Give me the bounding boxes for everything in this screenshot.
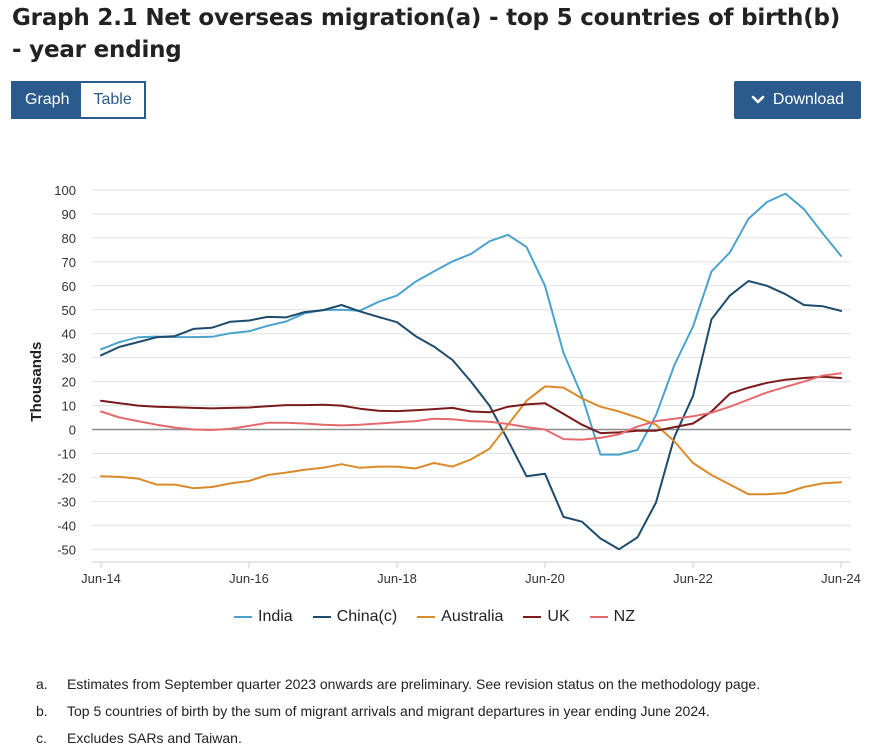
footnote-letter: b. (36, 702, 48, 719)
footnotes: a. Estimates from September quarter 2023… (36, 670, 760, 751)
legend-swatch (234, 616, 252, 618)
chart-legend: India China(c) Australia UK NZ (0, 608, 869, 626)
y-tick-label: 90 (62, 207, 76, 222)
footnote-text: Excludes SARs and Taiwan. (67, 729, 242, 746)
download-button[interactable]: Download (734, 81, 861, 119)
legend-item-india[interactable]: India (234, 608, 293, 626)
y-tick-label: 80 (62, 231, 76, 246)
line-chart: 1009080706050403020100-10-20-30-40-50Jun… (28, 183, 861, 586)
x-tick-label: Jun-16 (229, 571, 269, 586)
series-line-nz (100, 372, 842, 441)
series-line-china-c (100, 280, 842, 551)
legend-item-china[interactable]: China(c) (312, 608, 398, 626)
footnote-b: b. Top 5 countries of birth by the sum o… (36, 697, 760, 724)
y-tick-label: 50 (62, 303, 76, 318)
page-title: Graph 2.1 Net overseas migration(a) - to… (12, 5, 841, 63)
y-tick-label: 0 (69, 423, 76, 438)
legend-label: India (258, 608, 293, 625)
y-tick-label: 10 (62, 399, 76, 414)
legend-swatch (312, 616, 331, 618)
y-tick-label: 60 (62, 279, 76, 294)
y-axis-title: Thousands (28, 342, 45, 422)
y-tick-label: -40 (57, 518, 76, 533)
y-tick-label: -30 (57, 494, 76, 509)
chevron-down-icon (751, 95, 765, 104)
footnote-a: a. Estimates from September quarter 2023… (36, 670, 760, 697)
download-label: Download (772, 91, 845, 108)
y-tick-label: -20 (57, 470, 76, 485)
view-tabs: Graph Table (11, 81, 146, 119)
series-line-uk (100, 375, 842, 435)
legend-label: China(c) (336, 608, 398, 625)
legend-item-australia[interactable]: Australia (417, 608, 503, 626)
series-line-australia (100, 385, 842, 496)
footnote-letter: c. (36, 729, 47, 746)
legend-swatch (417, 616, 436, 618)
legend-label: UK (547, 608, 570, 625)
footnote-text: Estimates from September quarter 2023 on… (67, 675, 761, 692)
y-tick-label: 100 (54, 183, 76, 198)
tab-graph[interactable]: Graph (13, 83, 82, 117)
footnote-c: c. Excludes SARs and Taiwan. (36, 724, 760, 751)
y-tick-label: -50 (57, 542, 76, 557)
legend-item-uk[interactable]: UK (523, 608, 570, 626)
y-tick-label: 70 (62, 255, 76, 270)
footnote-text: Top 5 countries of birth by the sum of m… (67, 702, 710, 719)
y-tick-label: -10 (57, 446, 76, 461)
legend-swatch (589, 616, 608, 618)
legend-item-nz[interactable]: NZ (589, 608, 635, 626)
y-tick-label: 30 (62, 351, 76, 366)
y-tick-label: 40 (62, 327, 76, 342)
footnote-letter: a. (36, 675, 48, 692)
x-tick-label: Jun-22 (673, 571, 713, 586)
legend-label: NZ (613, 608, 635, 625)
x-tick-label: Jun-18 (377, 571, 417, 586)
x-tick-label: Jun-20 (525, 571, 565, 586)
legend-swatch (523, 616, 542, 618)
y-tick-label: 20 (62, 375, 76, 390)
x-tick-label: Jun-14 (81, 571, 121, 586)
tab-table[interactable]: Table (81, 83, 144, 117)
x-tick-label: Jun-24 (821, 571, 861, 586)
legend-label: Australia (441, 608, 504, 625)
series-line-india (100, 192, 842, 456)
